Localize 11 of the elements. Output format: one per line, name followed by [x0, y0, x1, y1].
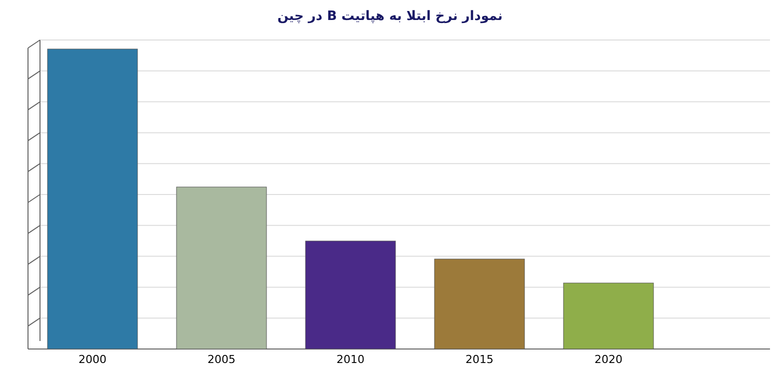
x-tick-label: 2020	[594, 353, 622, 366]
x-tick-label: 2000	[78, 353, 106, 366]
bar	[434, 258, 525, 350]
x-tick-label: 2010	[336, 353, 364, 366]
bar	[176, 186, 267, 350]
x-tick-label: 2005	[208, 353, 236, 366]
chart-title: نمودار نرخ ابتلا به هپاتیت B در چین	[277, 9, 503, 24]
bar	[305, 240, 396, 350]
bar	[47, 48, 138, 350]
x-tick-label: 2015	[466, 353, 494, 366]
bar	[563, 282, 654, 350]
